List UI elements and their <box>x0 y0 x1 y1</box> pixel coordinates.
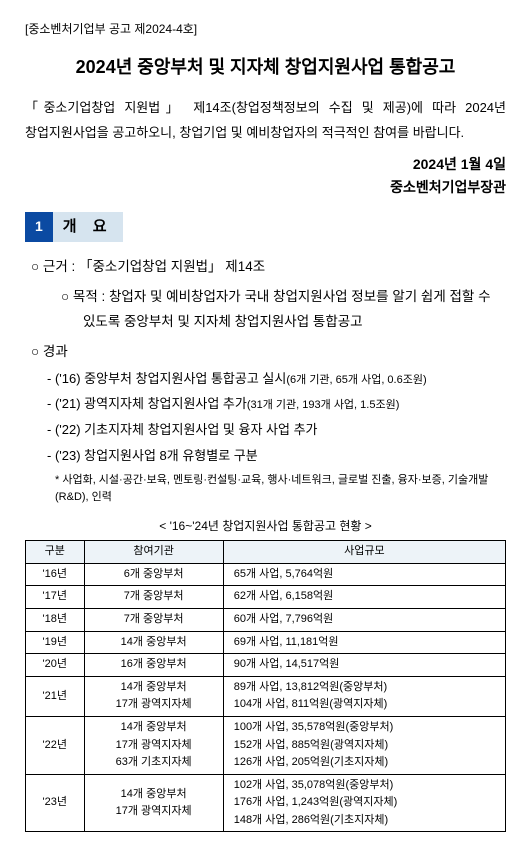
status-table: 구분 참여기관 사업규모 '16년6개 중앙부처65개 사업, 5,764억원'… <box>25 540 506 832</box>
intro-paragraph: 「중소기업창업 지원법」 제14조(창업정책정보의 수집 및 제공)에 따라 2… <box>25 96 506 145</box>
cell-org: 14개 중앙부처17개 광역지자체 <box>84 774 223 832</box>
section-number: 1 <box>25 212 53 242</box>
cell-org: 14개 중앙부처17개 광역지자체 <box>84 676 223 716</box>
table-row: '19년14개 중앙부처69개 사업, 11,181억원 <box>26 631 506 654</box>
cell-org: 7개 중앙부처 <box>84 608 223 631</box>
section-title: 개 요 <box>53 212 123 242</box>
cell-year: '18년 <box>26 608 85 631</box>
table-row: '23년14개 중앙부처17개 광역지자체102개 사업, 35,078억원(중… <box>26 774 506 832</box>
history-item: - ('23) 창업지원사업 8개 유형별로 구분 <box>47 446 506 467</box>
th-scale: 사업규모 <box>223 541 505 564</box>
bullet-purpose: ○ 목적 : 창업자 및 예비창업자가 국내 창업지원사업 정보를 알기 쉽게 … <box>61 284 506 335</box>
cell-year: '17년 <box>26 586 85 609</box>
table-row: '20년16개 중앙부처90개 사업, 14,517억원 <box>26 654 506 677</box>
table-row: '17년7개 중앙부처62개 사업, 6,158억원 <box>26 586 506 609</box>
notice-number: [중소벤처기업부 공고 제2024-4호] <box>25 20 506 39</box>
cell-year: '22년 <box>26 716 85 774</box>
cell-scale: 90개 사업, 14,517억원 <box>223 654 505 677</box>
section-header: 1 개 요 <box>25 212 506 242</box>
bullet-basis: ○ 근거 : 「중소기업창업 지원법」 제14조 <box>31 256 506 278</box>
cell-scale: 62개 사업, 6,158억원 <box>223 586 505 609</box>
cell-scale: 69개 사업, 11,181억원 <box>223 631 505 654</box>
cell-org: 7개 중앙부처 <box>84 586 223 609</box>
cell-year: '20년 <box>26 654 85 677</box>
date-issuer: 2024년 1월 4일 중소벤처기업부장관 <box>25 153 506 198</box>
cell-org: 14개 중앙부처17개 광역지자체63개 기초지자체 <box>84 716 223 774</box>
history-item: - ('22) 기초지자체 창업지원사업 및 융자 사업 추가 <box>47 420 506 441</box>
cell-org: 16개 중앙부처 <box>84 654 223 677</box>
table-row: '22년14개 중앙부처17개 광역지자체63개 기초지자체100개 사업, 3… <box>26 716 506 774</box>
history-item: - ('21) 광역지자체 창업지원사업 추가(31개 기관, 193개 사업,… <box>47 394 506 415</box>
history-item-detail: (6개 기관, 65개 사업, 0.6조원) <box>286 374 426 386</box>
bullet-history-head: ○ 경과 <box>31 341 506 363</box>
th-year: 구분 <box>26 541 85 564</box>
cell-year: '19년 <box>26 631 85 654</box>
history-item-detail: (31개 기관, 193개 사업, 1.5조원) <box>247 399 400 411</box>
table-row: '18년7개 중앙부처60개 사업, 7,796억원 <box>26 608 506 631</box>
history-item: - ('16) 중앙부처 창업지원사업 통합공고 실시(6개 기관, 65개 사… <box>47 369 506 390</box>
issuer-name: 중소벤처기업부장관 <box>25 176 506 198</box>
cell-scale: 65개 사업, 5,764억원 <box>223 563 505 586</box>
cell-scale: 89개 사업, 13,812억원(중앙부처)104개 사업, 811억원(광역지… <box>223 676 505 716</box>
cell-org: 6개 중앙부처 <box>84 563 223 586</box>
cell-scale: 60개 사업, 7,796억원 <box>223 608 505 631</box>
th-org: 참여기관 <box>84 541 223 564</box>
table-header-row: 구분 참여기관 사업규모 <box>26 541 506 564</box>
cell-org: 14개 중앙부처 <box>84 631 223 654</box>
issue-date: 2024년 1월 4일 <box>25 153 506 175</box>
footnote: * 사업화, 시설·공간·보육, 멘토링·컨설팅·교육, 행사·네트워크, 글로… <box>55 472 506 507</box>
history-list: - ('16) 중앙부처 창업지원사업 통합공고 실시(6개 기관, 65개 사… <box>25 369 506 467</box>
table-row: '16년6개 중앙부처65개 사업, 5,764억원 <box>26 563 506 586</box>
cell-year: '23년 <box>26 774 85 832</box>
page-title: 2024년 중앙부처 및 지자체 창업지원사업 통합공고 <box>25 53 506 82</box>
cell-scale: 102개 사업, 35,078억원(중앙부처)176개 사업, 1,243억원(… <box>223 774 505 832</box>
table-caption: < '16~'24년 창업지원사업 통합공고 현황 > <box>25 517 506 536</box>
cell-year: '21년 <box>26 676 85 716</box>
table-row: '21년14개 중앙부처17개 광역지자체89개 사업, 13,812억원(중앙… <box>26 676 506 716</box>
cell-year: '16년 <box>26 563 85 586</box>
cell-scale: 100개 사업, 35,578억원(중앙부처)152개 사업, 885억원(광역… <box>223 716 505 774</box>
